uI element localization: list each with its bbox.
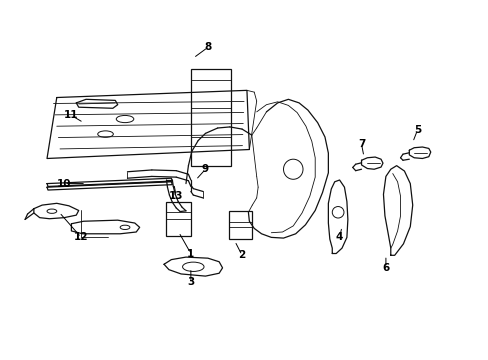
Text: 4: 4 xyxy=(335,232,343,242)
Text: 11: 11 xyxy=(64,111,79,121)
Text: 1: 1 xyxy=(187,248,194,258)
Text: 10: 10 xyxy=(57,179,71,189)
Bar xyxy=(228,211,252,239)
Text: 2: 2 xyxy=(238,250,245,260)
Bar xyxy=(190,69,230,166)
Text: 8: 8 xyxy=(204,42,211,52)
Text: 6: 6 xyxy=(382,263,389,273)
Text: 5: 5 xyxy=(413,125,420,135)
Text: 12: 12 xyxy=(74,232,88,242)
Bar xyxy=(166,202,190,235)
Text: 9: 9 xyxy=(202,164,209,174)
Text: 7: 7 xyxy=(357,139,365,149)
Text: 13: 13 xyxy=(169,191,183,201)
Text: 3: 3 xyxy=(187,277,194,287)
